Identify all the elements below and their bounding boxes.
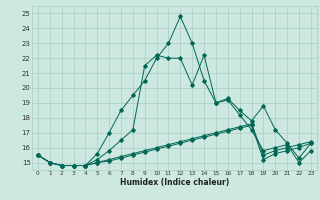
X-axis label: Humidex (Indice chaleur): Humidex (Indice chaleur) <box>120 178 229 187</box>
